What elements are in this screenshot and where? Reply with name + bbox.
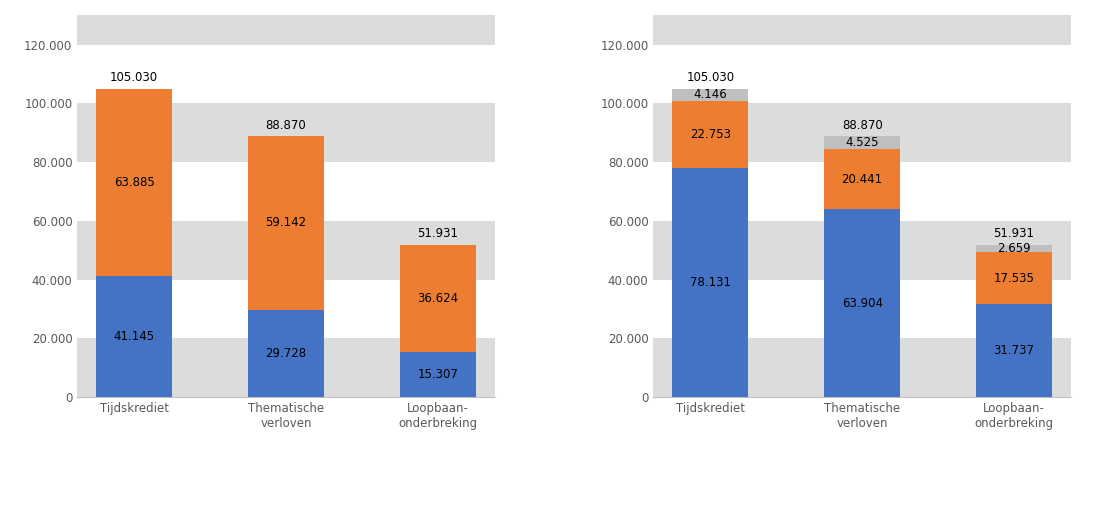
Bar	[400, 244, 476, 352]
Bar	[654, 103, 1071, 162]
Text: 105.030: 105.030	[110, 71, 158, 84]
Text: 63.885: 63.885	[114, 176, 155, 189]
Bar	[825, 209, 900, 397]
Bar	[654, 221, 1071, 279]
Bar	[672, 167, 749, 397]
Bar	[654, 15, 1071, 45]
Bar	[976, 304, 1052, 397]
Text: 88.870: 88.870	[841, 119, 882, 132]
Bar	[77, 15, 495, 45]
Text: 88.870: 88.870	[266, 119, 307, 132]
Text: 4.525: 4.525	[846, 136, 879, 149]
Bar	[248, 136, 323, 309]
Text: 78.131: 78.131	[690, 276, 731, 289]
Bar	[672, 101, 749, 167]
Bar	[77, 338, 495, 397]
Text: 31.737: 31.737	[994, 344, 1034, 357]
Bar	[825, 149, 900, 209]
Text: 29.728: 29.728	[265, 347, 307, 360]
Text: 51.931: 51.931	[994, 227, 1034, 240]
Text: 63.904: 63.904	[841, 297, 882, 309]
Text: 41.145: 41.145	[114, 330, 155, 343]
Text: 51.931: 51.931	[417, 227, 458, 240]
Bar	[654, 338, 1071, 397]
Text: 2.659: 2.659	[997, 242, 1031, 255]
Bar	[672, 89, 749, 101]
Text: 59.142: 59.142	[265, 216, 307, 230]
Text: 17.535: 17.535	[994, 272, 1034, 285]
Bar	[248, 309, 323, 397]
Text: 20.441: 20.441	[841, 173, 883, 186]
Bar	[96, 89, 172, 276]
Text: 15.307: 15.307	[417, 368, 458, 381]
Bar	[96, 276, 172, 397]
Bar	[400, 352, 476, 397]
Text: 22.753: 22.753	[690, 128, 731, 140]
Bar	[825, 136, 900, 149]
Bar	[976, 244, 1052, 252]
Bar	[976, 252, 1052, 304]
Bar	[77, 221, 495, 279]
Text: 105.030: 105.030	[687, 71, 734, 84]
Bar	[77, 103, 495, 162]
Text: 36.624: 36.624	[417, 292, 458, 305]
Text: 4.146: 4.146	[693, 88, 728, 101]
